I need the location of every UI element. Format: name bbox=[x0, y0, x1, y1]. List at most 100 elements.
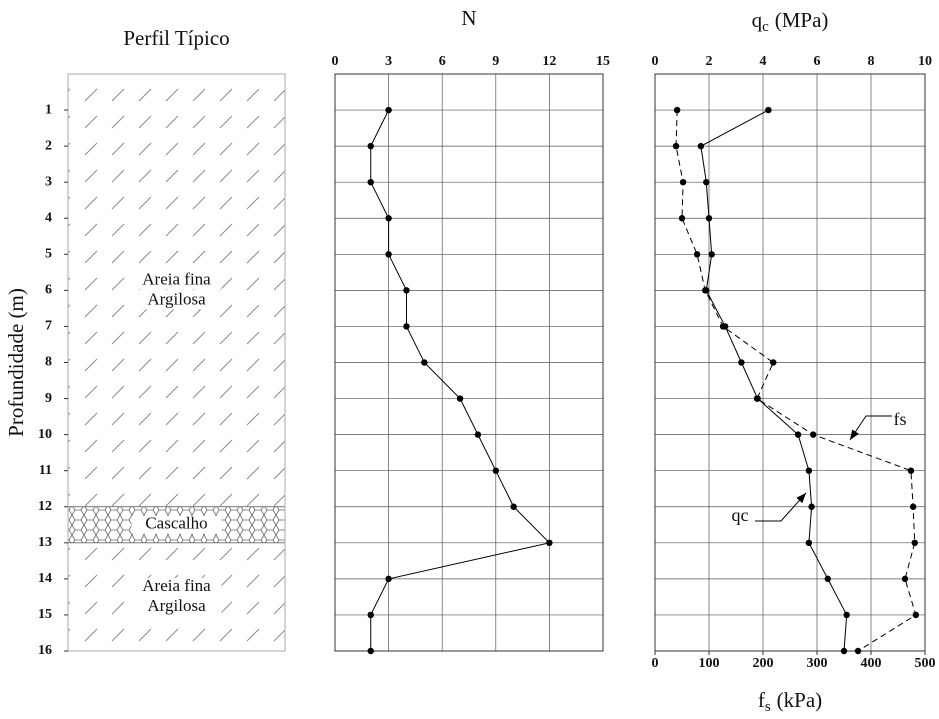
x2-tick-label: 400 bbox=[861, 656, 882, 671]
layer-label: Areia fina bbox=[142, 576, 211, 595]
y-tick-label: 14 bbox=[38, 571, 52, 586]
data-point bbox=[678, 215, 686, 222]
data-point bbox=[679, 178, 687, 186]
data-point bbox=[770, 359, 777, 366]
data-point bbox=[854, 647, 862, 655]
x-tick-label: 0 bbox=[652, 54, 659, 69]
data-point bbox=[474, 431, 482, 438]
y-tick-label: 6 bbox=[45, 283, 52, 298]
data-point bbox=[912, 611, 920, 619]
series-label: qc bbox=[732, 505, 749, 525]
y-tick-label: 5 bbox=[45, 247, 52, 262]
data-point bbox=[697, 142, 705, 150]
layer-label: Areia fina bbox=[142, 269, 211, 288]
data-point bbox=[843, 611, 850, 619]
series-line bbox=[700, 109, 848, 652]
chart-title: qc (MPa) bbox=[752, 8, 829, 36]
x-tick-label: 6 bbox=[814, 54, 821, 69]
y-tick-label: 13 bbox=[38, 535, 52, 550]
title-unit: (kPa) bbox=[777, 688, 823, 712]
data-point bbox=[385, 106, 392, 114]
data-point bbox=[492, 467, 499, 474]
chart-title: N bbox=[461, 6, 476, 30]
x-tick-label: 3 bbox=[385, 54, 392, 69]
data-point bbox=[703, 178, 710, 186]
data-point bbox=[824, 575, 831, 583]
y-tick-label: 11 bbox=[39, 463, 52, 478]
data-point bbox=[385, 575, 392, 583]
layer-label: Argilosa bbox=[147, 289, 206, 308]
label-background bbox=[131, 515, 222, 534]
data-point bbox=[403, 287, 410, 294]
title-symbol: f bbox=[758, 688, 765, 712]
data-point bbox=[385, 215, 392, 222]
y-tick-label: 4 bbox=[45, 210, 52, 225]
leader-line bbox=[755, 492, 807, 522]
x-tick-label: 8 bbox=[868, 54, 875, 69]
title-symbol: q bbox=[752, 8, 763, 32]
label-background bbox=[131, 577, 222, 596]
plot-frame bbox=[654, 73, 926, 652]
x-tick-label: 12 bbox=[542, 54, 556, 69]
label-background bbox=[131, 271, 222, 290]
data-point bbox=[794, 431, 802, 438]
x2-tick-label: 300 bbox=[807, 656, 828, 671]
arrow-head bbox=[796, 493, 806, 504]
data-point bbox=[705, 215, 713, 222]
x-tick-label: 10 bbox=[918, 54, 932, 69]
data-point bbox=[421, 359, 428, 366]
data-point bbox=[510, 503, 517, 510]
label-background bbox=[131, 291, 222, 310]
y-tick-label: 3 bbox=[45, 174, 52, 189]
x-tick-label: 0 bbox=[332, 54, 339, 69]
y-tick-label: 16 bbox=[38, 643, 52, 658]
x-tick-label: 9 bbox=[492, 54, 499, 69]
plot-frame bbox=[334, 73, 604, 652]
layer-label: Cascalho bbox=[145, 514, 207, 533]
data-point bbox=[672, 142, 680, 150]
data-point bbox=[385, 251, 392, 258]
x2-tick-label: 100 bbox=[699, 656, 720, 671]
x-tick-label: 2 bbox=[706, 54, 713, 69]
y-tick-label: 15 bbox=[38, 607, 52, 622]
data-point bbox=[805, 467, 813, 474]
data-point bbox=[367, 611, 374, 619]
data-point bbox=[738, 359, 745, 366]
series-line bbox=[675, 110, 917, 652]
x2-tick-label: 200 bbox=[753, 656, 774, 671]
data-point bbox=[805, 539, 813, 547]
title-subscript: s bbox=[765, 699, 771, 715]
data-point bbox=[546, 539, 553, 547]
y-tick-label: 10 bbox=[38, 427, 52, 442]
chart-title: Perfil Típico bbox=[123, 26, 229, 50]
data-point bbox=[907, 467, 915, 474]
data-point bbox=[693, 251, 701, 258]
data-point bbox=[810, 431, 817, 438]
data-point bbox=[367, 647, 374, 655]
soil-layer bbox=[68, 542, 285, 651]
x2-tick-label: 500 bbox=[915, 656, 936, 671]
data-point bbox=[765, 106, 772, 114]
y-tick-label: 2 bbox=[45, 138, 52, 153]
data-point bbox=[367, 142, 374, 150]
arrow-head bbox=[850, 429, 859, 440]
data-point bbox=[708, 251, 715, 258]
series-label: fs bbox=[894, 409, 907, 429]
x2-tick-label: 0 bbox=[652, 656, 659, 671]
x-tick-label: 6 bbox=[439, 54, 446, 69]
data-point bbox=[909, 503, 917, 510]
x-tick-label: 4 bbox=[760, 54, 767, 69]
data-point bbox=[673, 106, 681, 114]
data-point bbox=[840, 647, 848, 655]
data-point bbox=[901, 575, 909, 583]
label-background bbox=[131, 597, 222, 616]
y-tick-label: 7 bbox=[45, 319, 52, 334]
data-point bbox=[753, 395, 761, 402]
data-point bbox=[911, 539, 918, 547]
layer-label: Argilosa bbox=[147, 596, 206, 615]
y-axis-label: Profundidade (m) bbox=[4, 288, 28, 437]
y-tick-label: 8 bbox=[45, 355, 52, 370]
x-tick-label: 15 bbox=[596, 54, 610, 69]
